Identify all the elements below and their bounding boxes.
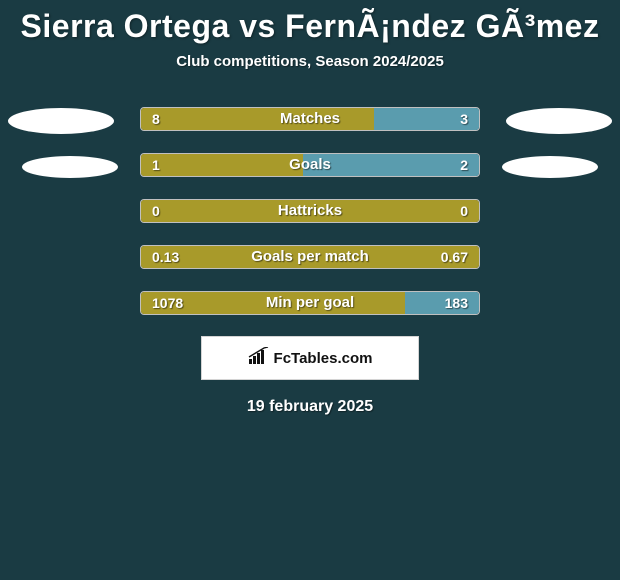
player-left-marker [22,156,118,178]
stat-row: Min per goal1078183 [0,280,620,326]
stat-row: Goals per match0.130.67 [0,234,620,280]
stat-row: Matches83 [0,96,620,142]
player-left-marker [8,108,114,134]
stat-row: Goals12 [0,142,620,188]
brand-box[interactable]: FcTables.com [201,336,419,380]
page-subtitle: Club competitions, Season 2024/2025 [0,53,620,70]
stats-area: Matches83Goals12Hattricks00Goals per mat… [0,96,620,326]
date-line: 19 february 2025 [0,398,620,416]
stat-bar-right [303,154,479,176]
stat-bar-left [141,154,303,176]
player-right-marker [502,156,598,178]
page-title: Sierra Ortega vs FernÃ¡ndez GÃ³mez [0,0,620,45]
brand-text: FcTables.com [274,350,373,367]
stat-row: Hattricks00 [0,188,620,234]
stat-bar-left [141,200,479,222]
stat-bar-left [141,108,374,130]
chart-icon [248,347,270,370]
stat-bar-left [141,292,405,314]
stat-bar-left [141,246,479,268]
stat-bar [140,291,480,315]
stat-bar [140,245,480,269]
stat-bar-right [405,292,479,314]
stat-bar [140,199,480,223]
stat-bar [140,107,480,131]
stat-bar-right [374,108,479,130]
stat-bar [140,153,480,177]
player-right-marker [506,108,612,134]
